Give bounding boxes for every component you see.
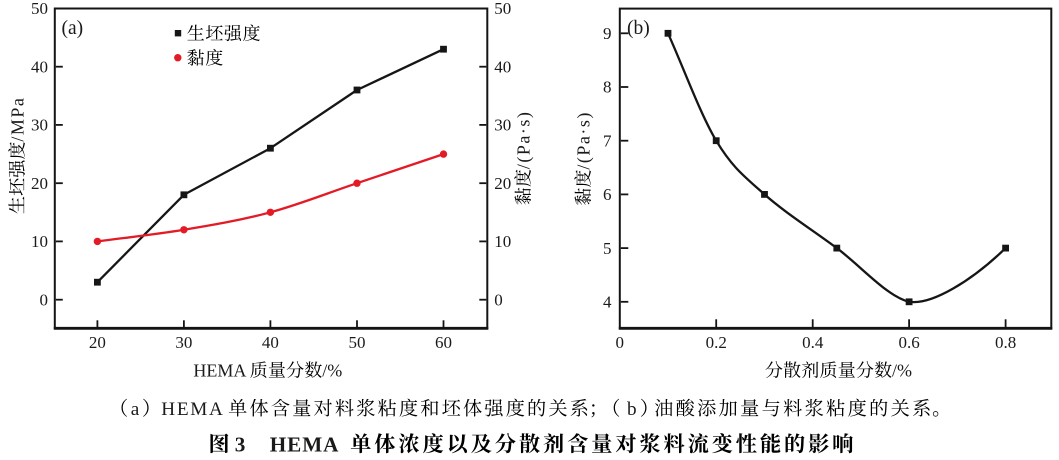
svg-text:30: 30 [31,116,48,135]
svg-text:50: 50 [31,0,48,18]
svg-text:10: 10 [31,232,48,251]
svg-text:/%: /% [892,361,912,381]
svg-text:0.8: 0.8 [995,333,1016,352]
svg-text:/MPa: /MPa [8,97,28,142]
svg-text:b: b [627,399,637,420]
svg-text:(a): (a) [62,18,84,39]
svg-text:40: 40 [262,333,279,352]
svg-text:a: a [131,399,140,420]
svg-text:0.2: 0.2 [706,333,727,352]
svg-text:/(Pa·s): /(Pa·s) [514,111,535,170]
svg-text:0.4: 0.4 [802,333,824,352]
svg-text:9: 9 [603,24,612,43]
svg-text:HEMA: HEMA [270,432,340,456]
svg-text:4: 4 [603,293,612,312]
svg-text:40: 40 [31,57,48,76]
svg-text:(b): (b) [627,18,650,39]
svg-text:0: 0 [494,290,503,309]
svg-text:8: 8 [603,78,612,97]
svg-text:10: 10 [494,232,511,251]
svg-text:20: 20 [31,174,48,193]
svg-text:0: 0 [616,333,625,352]
svg-text:60: 60 [435,333,452,352]
svg-text:30: 30 [494,116,511,135]
svg-text:50: 50 [349,333,366,352]
svg-text:5: 5 [603,239,612,258]
svg-text:20: 20 [89,333,106,352]
svg-text:/(Pa·s): /(Pa·s) [574,111,595,170]
svg-text:0.6: 0.6 [898,333,919,352]
svg-text:6: 6 [603,185,612,204]
svg-text:/%: /% [322,361,342,381]
svg-text:3: 3 [235,432,246,456]
svg-text:HEMA: HEMA [161,399,224,420]
svg-text:50: 50 [494,0,511,18]
svg-text:0: 0 [40,290,49,309]
svg-text:7: 7 [603,131,612,150]
svg-text:HEMA: HEMA [193,361,246,381]
svg-text:40: 40 [494,57,511,76]
svg-text:30: 30 [175,333,192,352]
svg-text:20: 20 [494,174,511,193]
